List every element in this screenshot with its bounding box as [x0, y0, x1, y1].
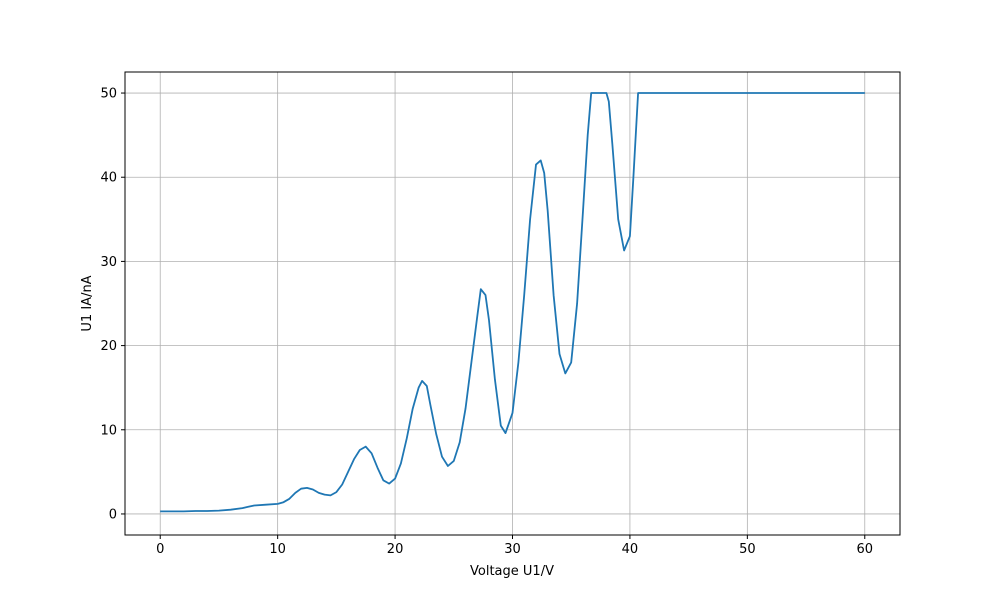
y-tick-label: 10 [100, 423, 117, 438]
x-tick-label: 50 [739, 542, 756, 557]
y-axis-label: U1 IA/nA [80, 275, 95, 331]
x-tick-label: 60 [856, 542, 873, 557]
x-tick-label: 0 [156, 542, 164, 557]
x-tick-label: 40 [622, 542, 639, 557]
y-tick-label: 40 [100, 171, 117, 186]
y-tick-label: 50 [100, 87, 117, 102]
ticks: 0 10 20 30 40 50 60 0 10 20 30 40 50 [100, 87, 873, 557]
y-tick-label: 30 [100, 255, 117, 270]
x-tick-label: 20 [387, 542, 404, 557]
x-tick-label: 10 [269, 542, 286, 557]
x-tick-label: 30 [504, 542, 521, 557]
y-tick-label: 0 [109, 507, 117, 522]
y-tick-label: 20 [100, 339, 117, 354]
x-axis-label: Voltage U1/V [470, 564, 554, 579]
series-line [160, 92, 865, 513]
grid [125, 72, 900, 535]
